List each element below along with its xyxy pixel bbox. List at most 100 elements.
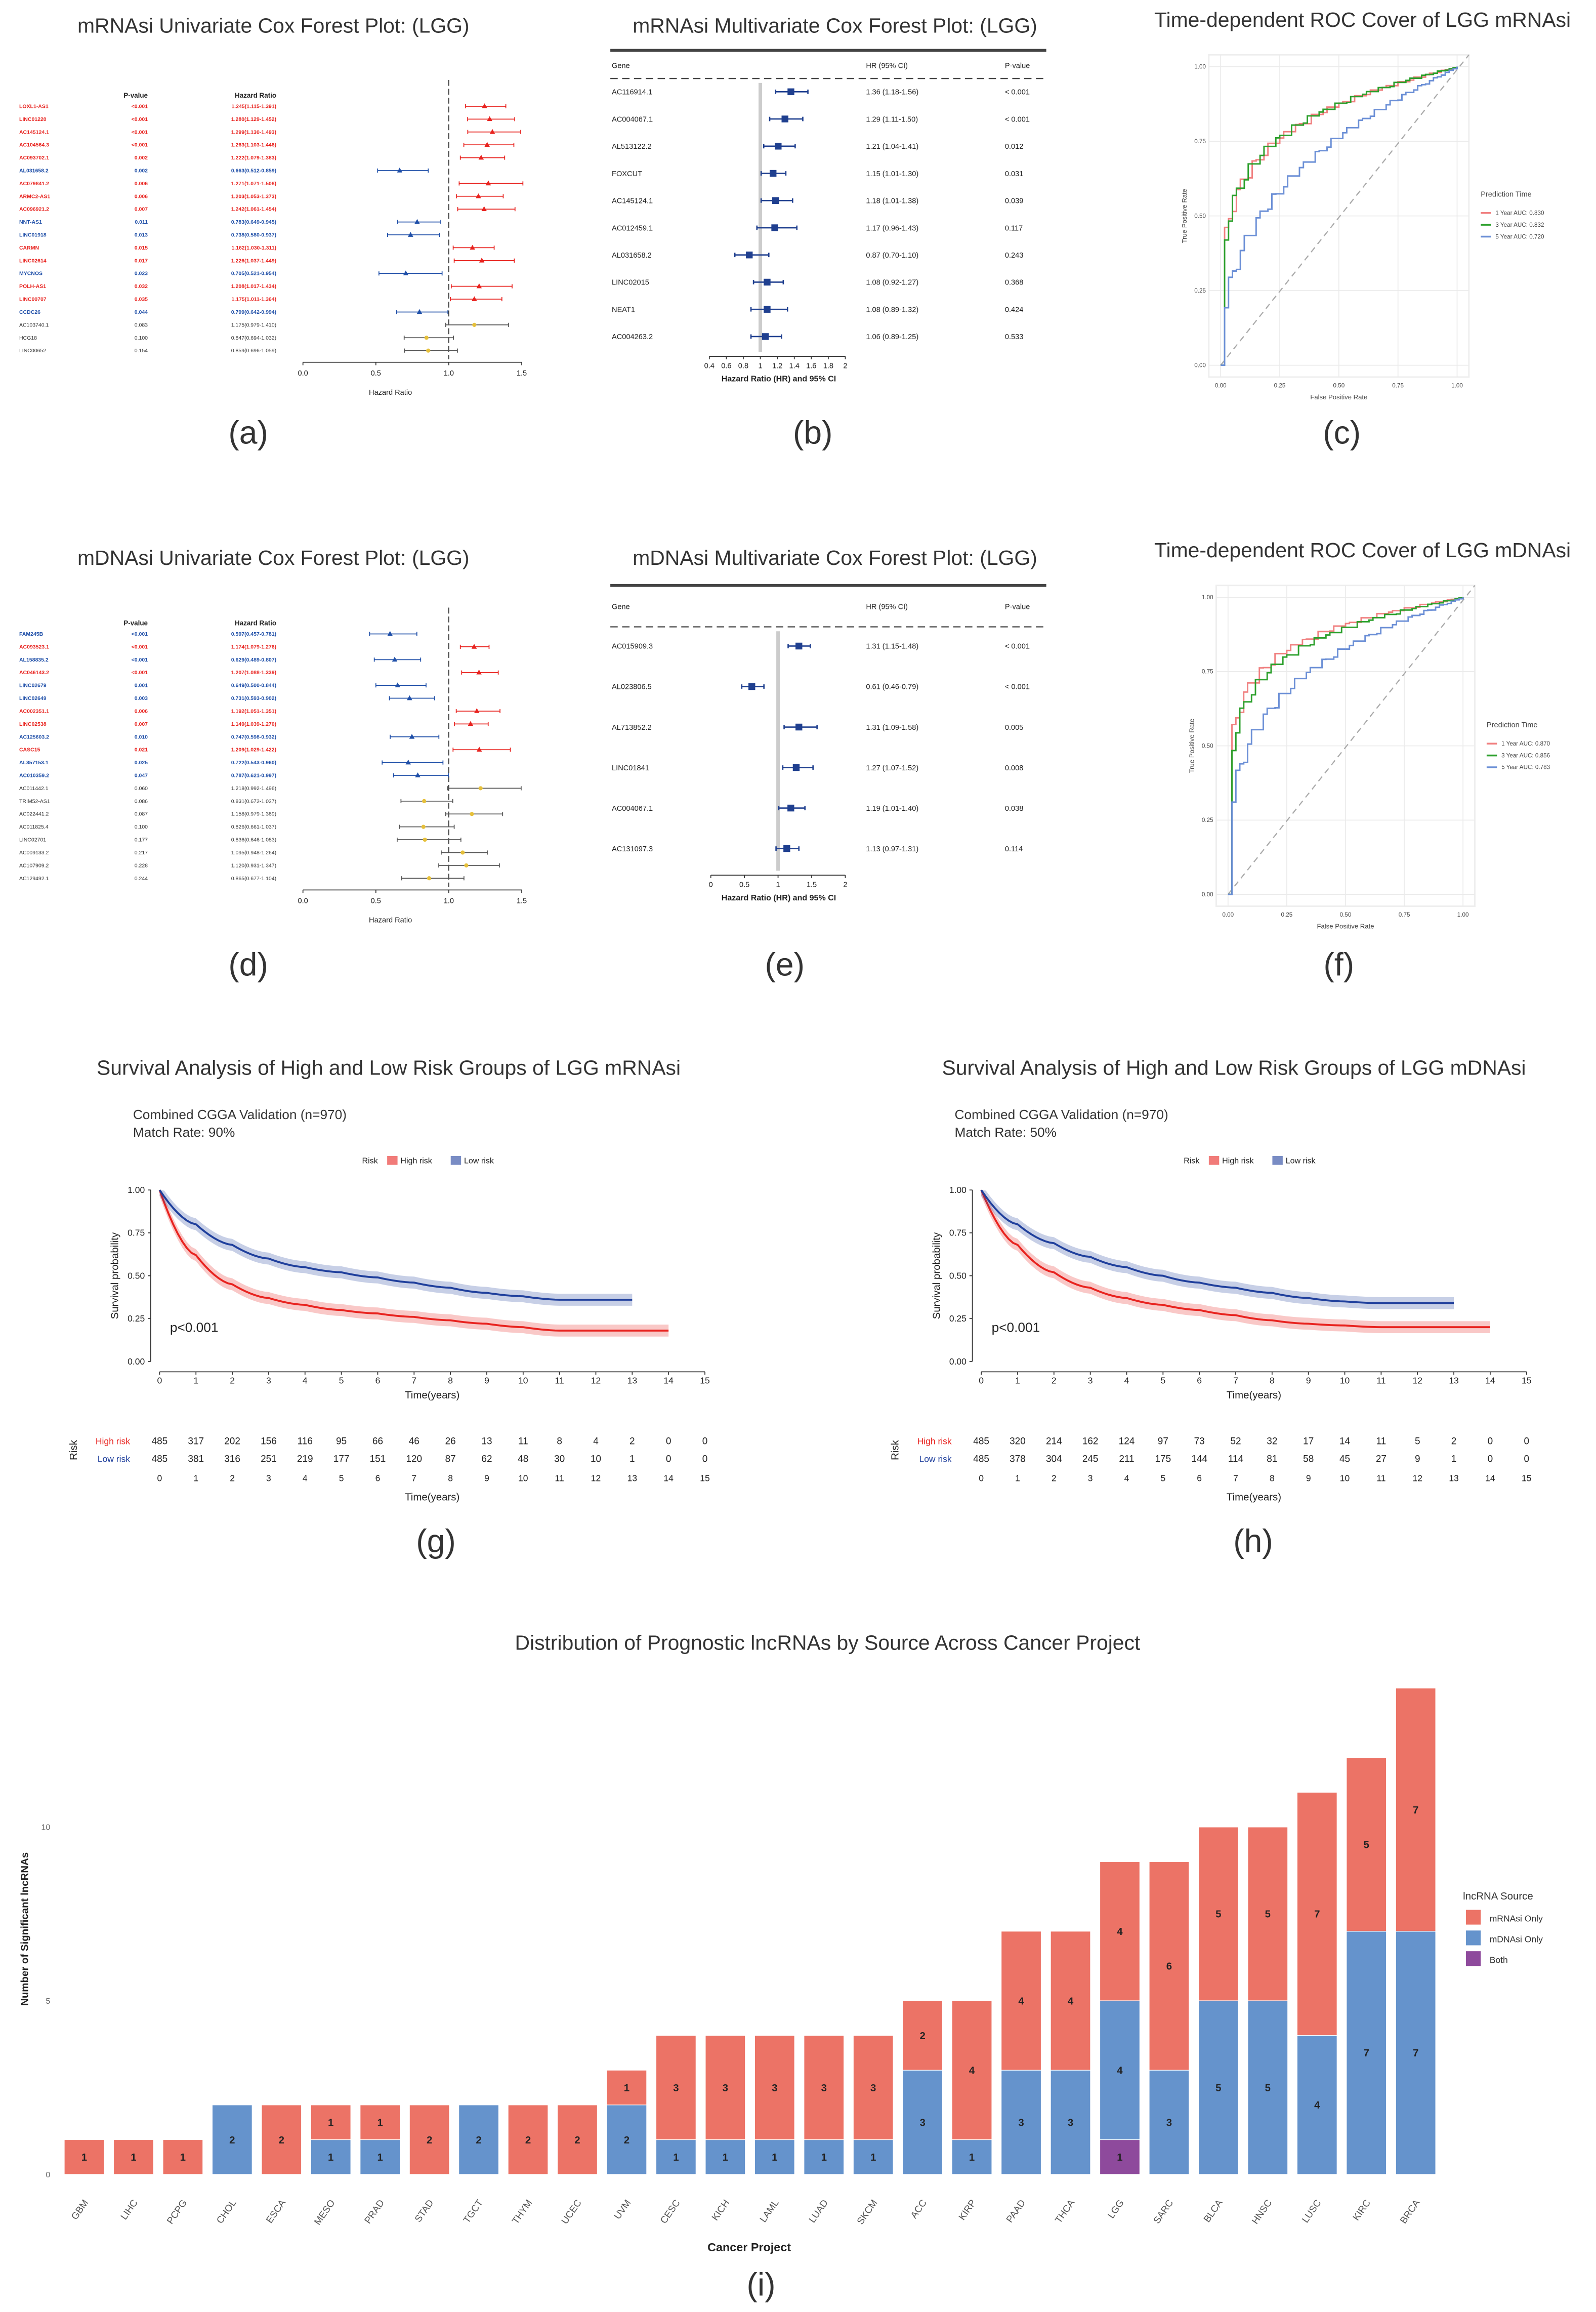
p-value: <0.001: [132, 670, 148, 676]
bar-segment-LUAD: [804, 2035, 845, 2140]
roc-curve-1: [1221, 66, 1458, 366]
bar-value-label: 5: [1265, 2082, 1271, 2094]
x-axis-label: False Positive Rate: [1310, 393, 1367, 401]
bar-segment-PAAD: [1001, 2070, 1042, 2175]
hazard-ratio: 1.174(1.079-1.276): [231, 644, 276, 650]
x-tick-label: 1.8: [823, 362, 833, 370]
gene-name: AC046143.2: [19, 670, 49, 676]
y-tick-label: 0.75: [1202, 669, 1213, 675]
legend-item: mDNAsi Only: [1490, 1934, 1543, 1945]
gene-name: AC015909.3: [612, 643, 653, 651]
x-tick-label: 0.5: [371, 897, 381, 905]
gene-name: AL031658.2: [19, 168, 49, 174]
p-value: 0.021: [135, 747, 148, 753]
at-risk-count: 66: [372, 1436, 383, 1447]
bar-segment-KIRC: [1346, 1757, 1387, 1932]
x-tick-label: 0.00: [1215, 382, 1227, 389]
hr-marker: [775, 143, 782, 150]
p-value: 0.086: [135, 798, 148, 804]
bar-segment-HNSC: [1247, 1827, 1288, 2001]
gene-name: AL031658.2: [612, 252, 652, 260]
at-risk-count: 251: [261, 1454, 277, 1465]
hr-marker: [487, 116, 492, 121]
p-value: p<0.001: [170, 1320, 219, 1335]
p-value: 0.005: [1005, 724, 1024, 732]
at-risk-count: 304: [1046, 1454, 1062, 1465]
at-risk-count: 120: [406, 1454, 422, 1465]
x-tick-label: 1.5: [807, 881, 817, 889]
bar-value-label: 4: [1117, 2065, 1123, 2077]
p-value: 0.217: [135, 850, 148, 856]
gene-name: LINC01918: [19, 232, 47, 238]
hr-marker: [476, 669, 482, 675]
x-tick-label: 1.0: [444, 897, 454, 905]
bar-value-label: 1: [377, 2117, 383, 2128]
x-tick-label: LIHC: [119, 2198, 140, 2221]
at-risk-count: 245: [1082, 1454, 1099, 1465]
bar-segment-SARC: [1149, 2070, 1190, 2175]
p-value: 0.025: [135, 760, 148, 766]
hr-marker: [426, 348, 431, 353]
bar-segment-STAD: [409, 2104, 450, 2175]
confidence-band: [981, 1190, 1454, 1309]
risk-x-tick-label: 15: [700, 1473, 709, 1483]
panel-label: (d): [228, 946, 268, 983]
risk-x-tick-label: 6: [1197, 1473, 1202, 1483]
risk-group-label: High risk: [917, 1436, 952, 1446]
risk-x-tick-label: 8: [1270, 1473, 1275, 1483]
x-tick-label: 0: [979, 1376, 984, 1386]
at-risk-count: 156: [261, 1436, 277, 1447]
risk-x-tick-label: 7: [411, 1473, 416, 1483]
bar-segment-KICH: [705, 2035, 746, 2140]
bar-segment-ACC: [902, 2000, 943, 2071]
hazard-ratio: 1.31 (1.09-1.58): [866, 724, 918, 732]
x-axis-label: False Positive Rate: [1317, 922, 1374, 930]
hr-marker: [414, 219, 420, 224]
hazard-ratio: 1.15 (1.01-1.30): [866, 170, 918, 178]
p-value: 0.023: [135, 271, 148, 277]
y-tick-label: 0.25: [949, 1313, 967, 1324]
hr-marker: [479, 257, 485, 263]
at-risk-count: 26: [445, 1436, 456, 1447]
gene-name: AC009133.2: [19, 850, 49, 856]
gene-name: LOXL1-AS1: [19, 103, 49, 109]
legend-swatch: [1466, 1910, 1481, 1925]
legend-swatch: [1208, 1156, 1220, 1165]
x-tick-label: 0.4: [704, 362, 715, 370]
bar-value-label: 6: [1166, 1961, 1172, 1972]
p-value: 0.012: [1005, 143, 1024, 151]
risk-x-axis-label: Time(years): [405, 1491, 459, 1503]
x-tick-label: 12: [591, 1376, 601, 1386]
gene-name: AC093702.1: [19, 155, 49, 161]
at-risk-count: 95: [336, 1436, 347, 1447]
gene-name: AC103740.1: [19, 322, 49, 328]
at-risk-count: 0: [1524, 1436, 1529, 1447]
at-risk-count: 27: [1376, 1454, 1387, 1465]
x-tick-label: 0.25: [1274, 382, 1286, 389]
p-value: 0.047: [135, 773, 148, 779]
hazard-ratio: 1.271(1.071-1.508): [231, 181, 276, 187]
p-value: 0.002: [135, 155, 148, 161]
at-risk-count: 87: [445, 1454, 456, 1465]
p-value: < 0.001: [1005, 683, 1030, 691]
x-tick-label: 5: [1160, 1376, 1165, 1386]
x-tick-label: 0.0: [298, 369, 308, 378]
subtitle: Combined CGGA Validation (n=970): [955, 1107, 1168, 1122]
at-risk-count: 378: [1010, 1454, 1026, 1465]
bar-value-label: 1: [81, 2152, 87, 2163]
x-tick-label: 13: [1449, 1376, 1458, 1386]
hazard-ratio: 1.21 (1.04-1.41): [866, 143, 918, 151]
hr-marker: [762, 333, 769, 340]
legend-title: Risk: [362, 1157, 378, 1166]
x-axis-label: Hazard Ratio: [369, 389, 412, 397]
p-value: 0.243: [1005, 252, 1024, 260]
at-risk-count: 177: [333, 1454, 350, 1465]
survival-plot-h: Survival Analysis of High and Low Risk G…: [890, 1056, 1532, 1503]
p-value: 0.060: [135, 786, 148, 792]
x-tick-label: CHOL: [215, 2198, 238, 2225]
x-tick-label: 6: [1197, 1376, 1202, 1386]
x-tick-label: LUSC: [1300, 2198, 1323, 2225]
risk-x-tick-label: 2: [230, 1473, 235, 1483]
panel-label: (g): [416, 1523, 456, 1559]
x-tick-label: HNSC: [1250, 2198, 1274, 2226]
